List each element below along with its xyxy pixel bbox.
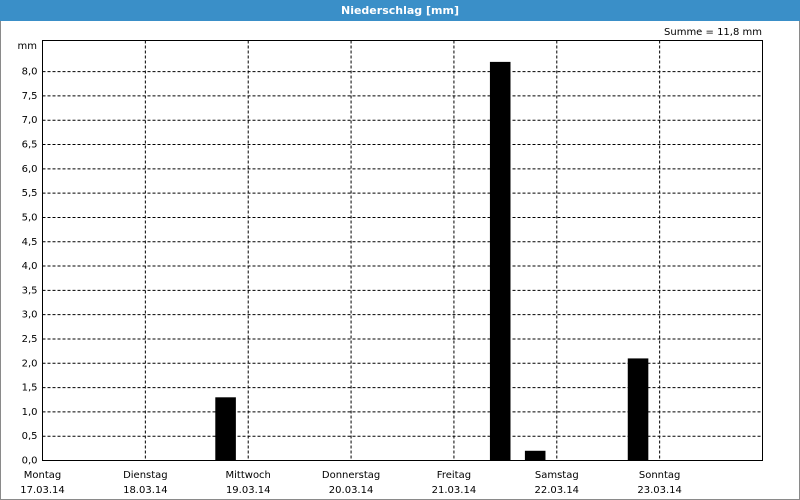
y-tick-label: 1,5 bbox=[22, 383, 38, 394]
bar bbox=[524, 450, 546, 461]
summary: Summe = 11,8 mm bbox=[664, 27, 762, 38]
y-axis-label: mm bbox=[18, 41, 37, 52]
y-tick-label: 2,0 bbox=[22, 358, 38, 369]
y-tick-label: 2,5 bbox=[22, 334, 38, 345]
bar bbox=[215, 397, 236, 461]
title-bar bbox=[0, 0, 800, 21]
y-tick-label: 6,5 bbox=[22, 140, 38, 151]
y-tick-label: 5,5 bbox=[22, 188, 38, 199]
y-tick-label: 0,0 bbox=[22, 456, 38, 467]
x-tick-label: Montag bbox=[24, 470, 61, 481]
y-tick-label: 1,0 bbox=[22, 407, 38, 418]
plot-border bbox=[42, 40, 763, 461]
x-tick-date: 22.03.14 bbox=[535, 485, 580, 496]
x-tick-date: 21.03.14 bbox=[432, 485, 477, 496]
y-tick-label: 3,5 bbox=[22, 285, 38, 296]
x-tick-date: 18.03.14 bbox=[123, 485, 168, 496]
x-tick-label: Sonntag bbox=[639, 470, 681, 481]
x-tick-label: Dienstag bbox=[123, 470, 168, 481]
y-tick-label: 3,0 bbox=[22, 310, 38, 321]
x-tick-label: Freitag bbox=[437, 470, 471, 481]
x-tick-date: 19.03.14 bbox=[226, 485, 271, 496]
bar bbox=[627, 358, 649, 461]
bar bbox=[489, 61, 511, 461]
chart-title: Niederschlag [mm] bbox=[341, 4, 459, 17]
plot-area bbox=[42, 40, 763, 461]
x-tick-date: 17.03.14 bbox=[20, 485, 65, 496]
y-tick-label: 8,0 bbox=[22, 67, 38, 78]
x-tick-label: Samstag bbox=[535, 470, 579, 481]
x-tick-label: Mittwoch bbox=[226, 470, 271, 481]
y-tick-label: 5,0 bbox=[22, 212, 38, 223]
y-tick-label: 4,5 bbox=[22, 237, 38, 248]
x-tick-date: 20.03.14 bbox=[329, 485, 374, 496]
x-tick-label: Donnerstag bbox=[322, 470, 380, 481]
y-tick-label: 7,0 bbox=[22, 115, 38, 126]
y-tick-label: 0,5 bbox=[22, 431, 38, 442]
y-tick-label: 6,0 bbox=[22, 164, 38, 175]
y-tick-label: 4,0 bbox=[22, 261, 38, 272]
x-tick-date: 23.03.14 bbox=[637, 485, 682, 496]
y-tick-label: 7,5 bbox=[22, 91, 38, 102]
